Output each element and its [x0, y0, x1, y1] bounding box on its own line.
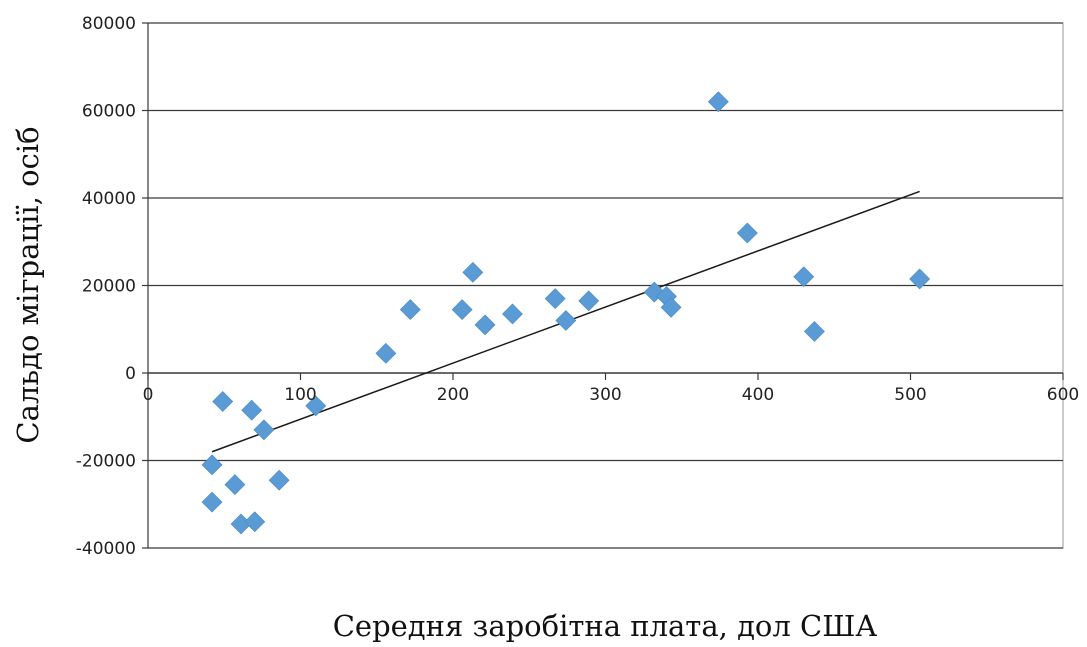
x-tick-label: 100 — [284, 385, 316, 405]
x-tick-label: 600 — [1047, 385, 1079, 405]
x-tick-label: 300 — [589, 385, 621, 405]
data-point — [451, 299, 473, 320]
data-point — [578, 290, 600, 312]
x-tick-label: 200 — [437, 385, 469, 405]
y-tick-label: -20000 — [76, 452, 136, 472]
data-point — [736, 222, 758, 244]
data-point — [474, 314, 496, 336]
data-point — [375, 342, 397, 364]
data-point — [707, 91, 729, 113]
data-points-layer — [201, 91, 931, 535]
data-point — [268, 469, 290, 491]
data-point — [462, 261, 484, 283]
data-point — [201, 491, 223, 513]
data-point — [305, 395, 327, 417]
grid-layer — [147, 22, 1064, 549]
x-tick-label: 0 — [143, 385, 154, 405]
data-point — [804, 321, 825, 342]
x-tick-label: 500 — [894, 385, 926, 405]
tick-labels-layer: -40000 -20000 0 20000 40000 60000 80000 0 100 200… — [76, 14, 1079, 559]
data-point — [793, 266, 815, 288]
y-axis-title: Сальдо міграції, осіб — [11, 126, 45, 443]
data-point — [544, 288, 566, 310]
data-point — [253, 419, 275, 441]
data-point — [909, 268, 931, 290]
x-axis-title: Середня заробітна плата, дол США — [333, 609, 878, 643]
data-point — [201, 454, 223, 476]
y-tick-label: 40000 — [82, 189, 136, 209]
y-tick-label: 60000 — [82, 102, 136, 122]
data-point — [555, 310, 577, 331]
data-point — [399, 299, 421, 320]
data-point — [244, 511, 266, 533]
y-tick-label: -40000 — [76, 539, 136, 559]
data-point — [502, 303, 523, 325]
data-point — [241, 399, 263, 421]
x-tick-label: 400 — [742, 385, 774, 405]
data-point — [660, 296, 682, 318]
y-tick-label: 80000 — [82, 14, 136, 34]
y-tick-label: 0 — [125, 364, 136, 384]
data-point — [224, 474, 246, 495]
axes-layer — [142, 22, 1064, 549]
y-tick-label: 20000 — [82, 277, 136, 297]
data-point — [212, 391, 234, 412]
